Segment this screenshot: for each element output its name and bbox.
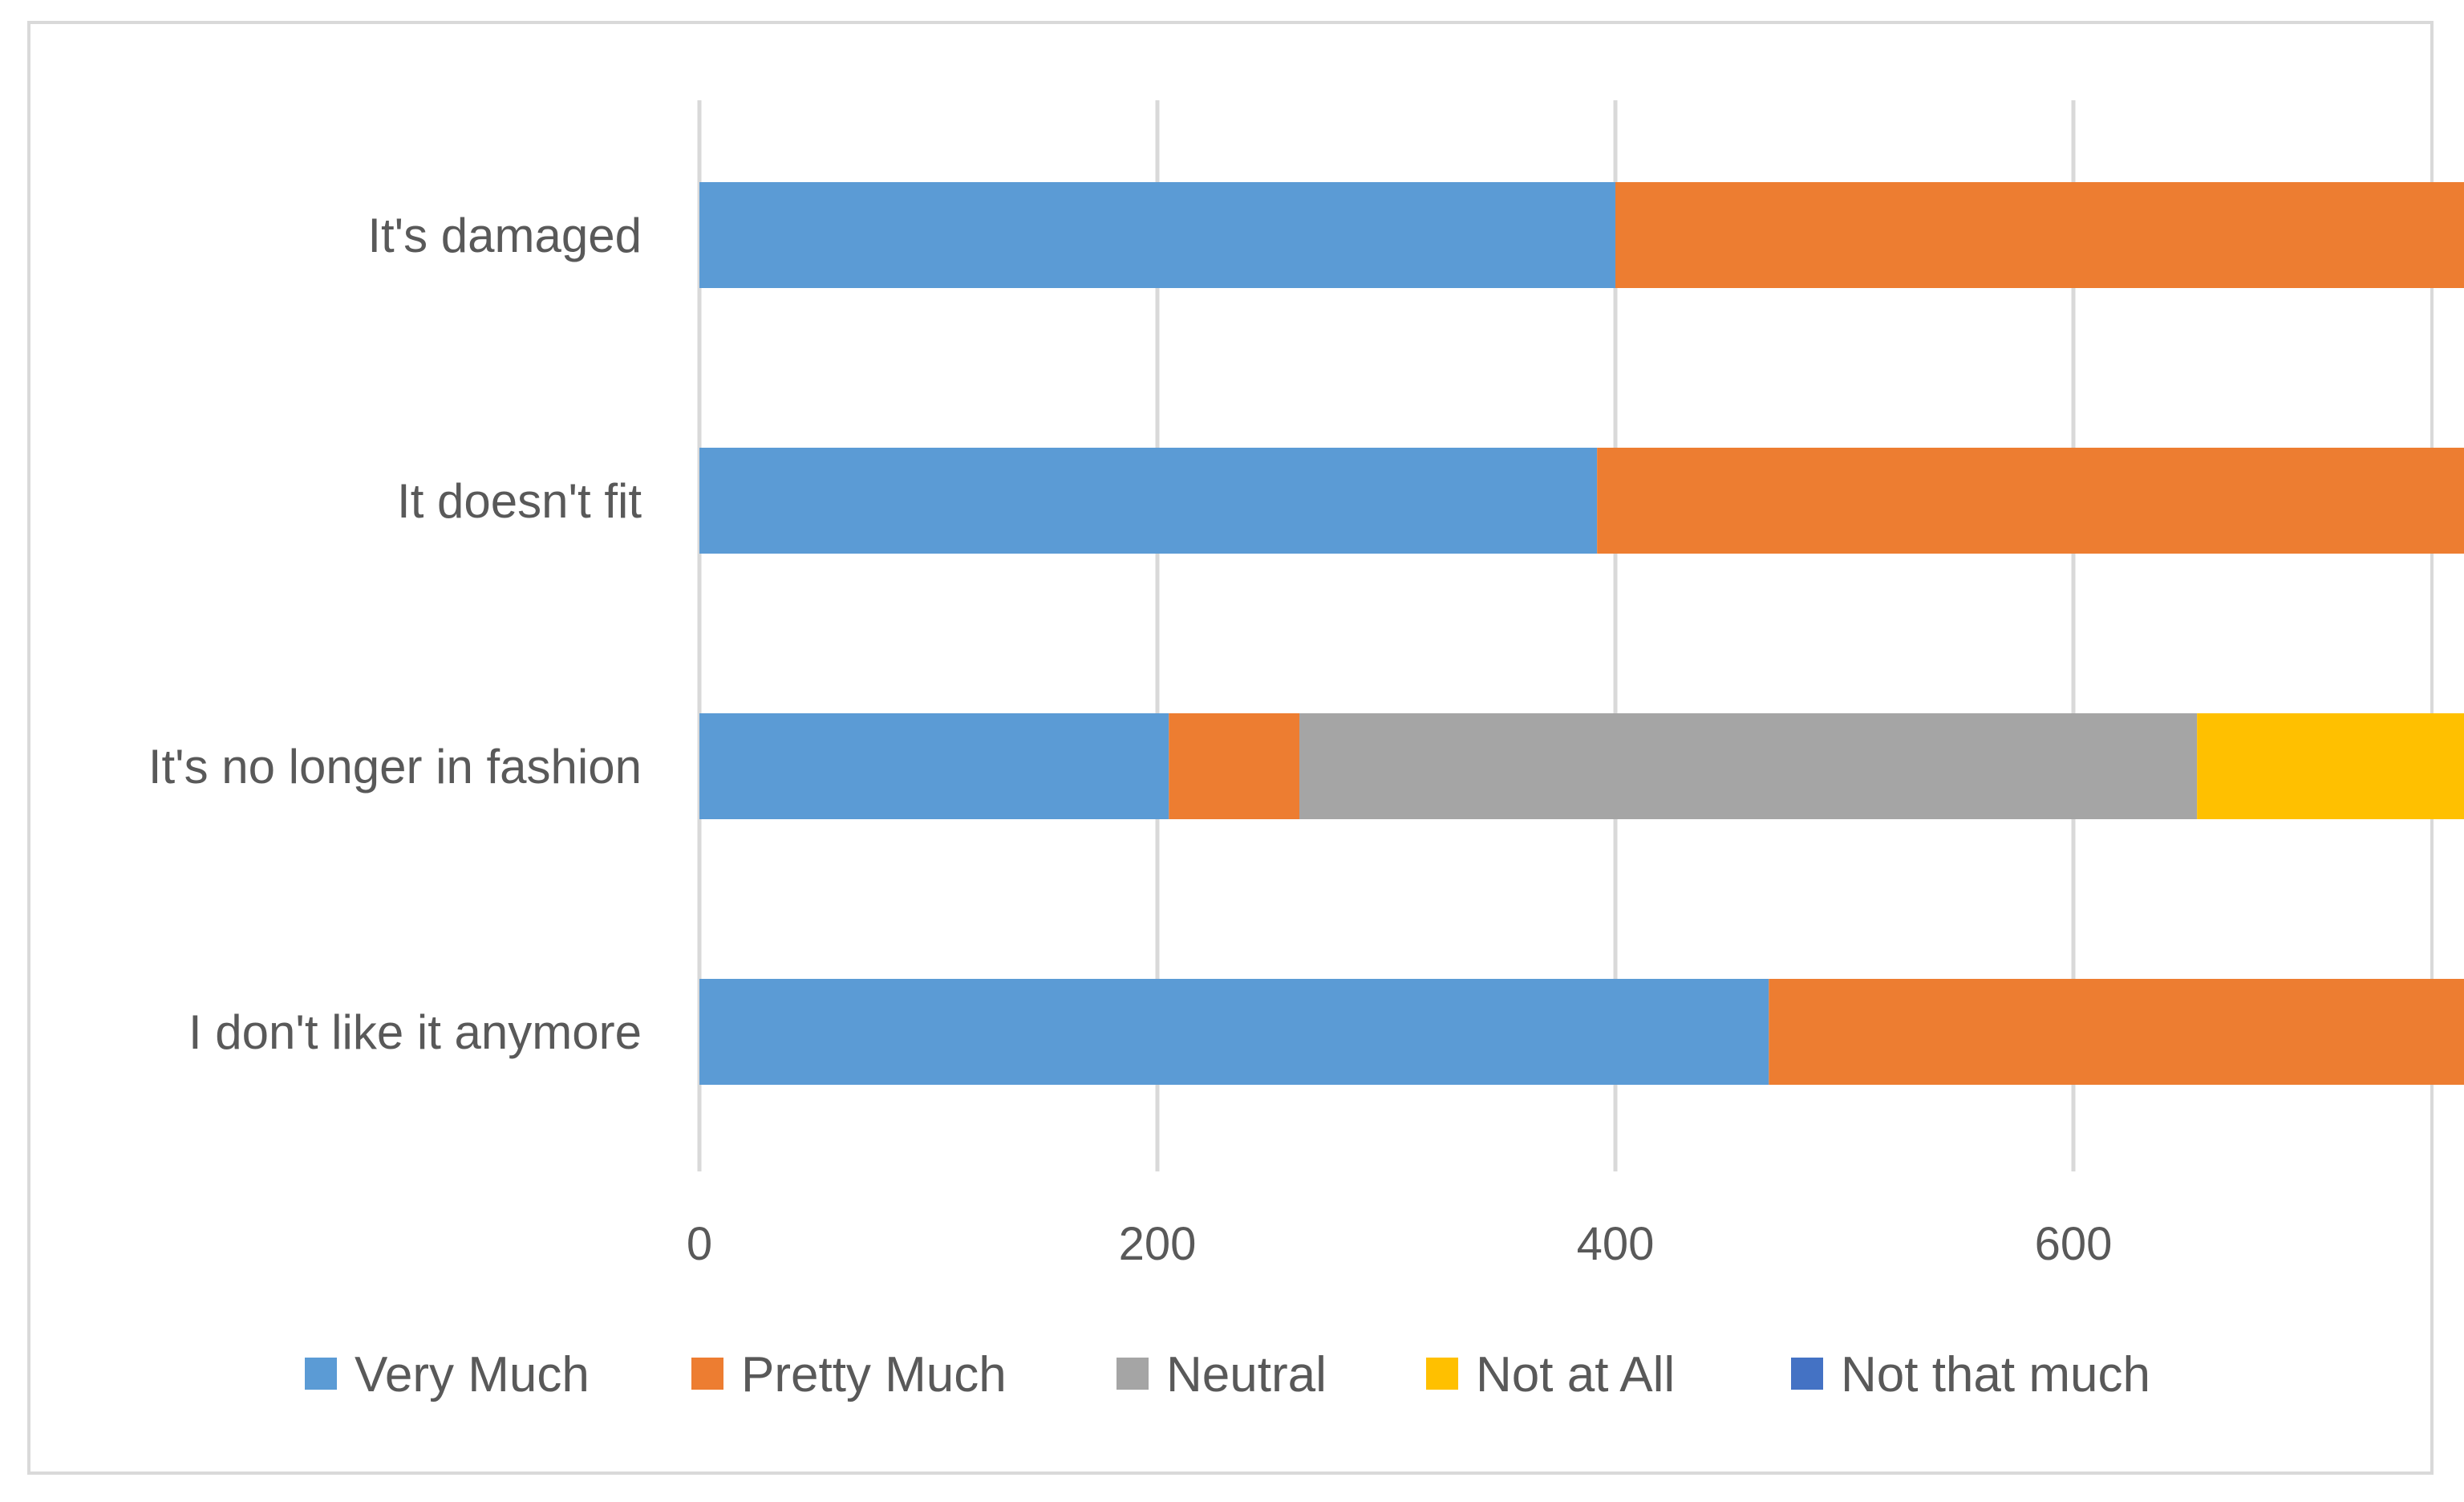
legend-swatch: [1116, 1358, 1149, 1390]
legend-label: Pretty Much: [741, 1347, 1007, 1403]
legend-item: Not at All: [1426, 1347, 1675, 1403]
legend-swatch: [691, 1358, 723, 1390]
category-label: It's no longer in fashion: [148, 740, 642, 794]
bar-segment: [699, 979, 1769, 1085]
legend-label: Not that much: [1841, 1347, 2150, 1403]
x-tick-label: 200: [1119, 1218, 1197, 1270]
legend-label: Not at All: [1476, 1347, 1675, 1403]
x-tick-label: 0: [687, 1218, 712, 1270]
bar-segment: [2197, 713, 2464, 819]
legend-label: Neutral: [1166, 1347, 1327, 1403]
bar-segment: [1597, 448, 2464, 554]
legend: Very Much Pretty Much Neutral Not at All Not…: [305, 1347, 2150, 1403]
bar-segment: [1169, 713, 1300, 819]
bar-segment: [1769, 979, 2464, 1085]
legend-swatch: [305, 1358, 337, 1390]
legend-item: Not that much: [1791, 1347, 2150, 1403]
category-label: I don't like it anymore: [188, 1005, 642, 1059]
bar-segment: [699, 713, 1169, 819]
x-tick-label: 600: [2035, 1218, 2113, 1270]
x-tick-label: 400: [1577, 1218, 1655, 1270]
legend-swatch: [1426, 1358, 1458, 1390]
category-labels: I don't like it anymore It's no longer in…: [148, 209, 642, 1059]
legend-item: Very Much: [305, 1347, 590, 1403]
bar-segment: [699, 182, 1615, 288]
bar-segment: [1299, 713, 2198, 819]
x-tick-labels: 0200400600800100012001400: [687, 1218, 2113, 1270]
legend-item: Pretty Much: [691, 1347, 1007, 1403]
legend-label: Very Much: [355, 1347, 590, 1403]
legend-swatch: [1791, 1358, 1823, 1390]
category-label: It doesn't fit: [397, 474, 642, 528]
legend-item: Neutral: [1116, 1347, 1327, 1403]
bar-segment: [1615, 182, 2464, 288]
bars: [699, 182, 2464, 1085]
category-label: It's damaged: [367, 209, 642, 262]
bar-segment: [699, 448, 1598, 554]
